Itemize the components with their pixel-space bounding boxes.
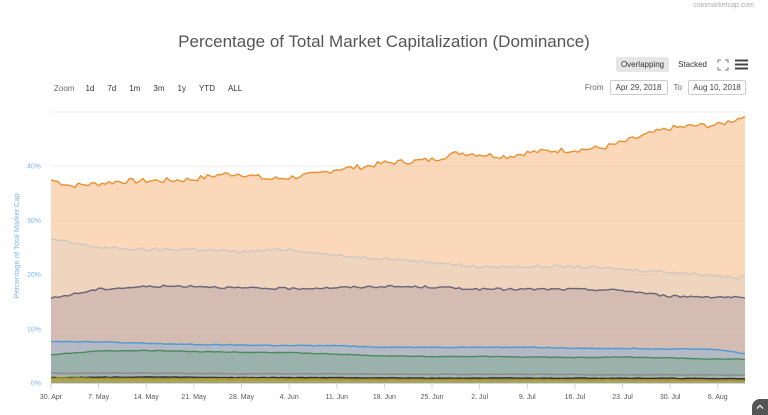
zoom-1m-button[interactable]: 1m	[129, 84, 141, 93]
bitcoin-cash-line[interactable]	[50, 340, 746, 355]
cardano-line[interactable]	[50, 377, 746, 382]
from-date-input[interactable]	[609, 80, 668, 95]
fullscreen-icon[interactable]	[716, 58, 730, 72]
source-credit[interactable]: coinmarketcap.com	[693, 2, 754, 9]
x-tick-label: 4. Jun	[280, 394, 299, 401]
x-tick-label: 21. May	[181, 394, 206, 401]
x-tick-label: 9. Jul	[519, 394, 536, 401]
bitcoin-area[interactable]	[51, 116, 745, 384]
bitcoin-line[interactable]	[50, 115, 746, 189]
x-tick-label: 2. Jul	[471, 394, 488, 401]
x-tick-label: 25. Jun	[421, 394, 444, 401]
x-tick-label: 23. Jul	[612, 394, 633, 401]
zoom-1d-button[interactable]: 1d	[85, 84, 95, 93]
zoom-label: Zoom	[54, 84, 75, 93]
to-label: To	[673, 83, 682, 92]
menu-icon[interactable]	[734, 58, 748, 72]
zoom-all-button[interactable]: ALL	[227, 84, 243, 93]
ripple-area[interactable]	[51, 285, 745, 383]
scroll-to-top-button[interactable]	[752, 399, 768, 415]
chevron-up-icon	[756, 404, 764, 409]
x-tick-label: 14. May	[134, 394, 159, 401]
y-tick-label: 0%	[31, 381, 41, 388]
x-tick-label: 6. Aug	[708, 394, 728, 401]
zoom-1y-button[interactable]: 1y	[177, 84, 186, 93]
ethereum-line[interactable]	[50, 238, 746, 280]
zoom-ytd-button[interactable]: YTD	[198, 84, 215, 93]
from-label: From	[584, 83, 604, 92]
zoom-7d-button[interactable]: 7d	[107, 84, 117, 93]
y-tick-label: 40%	[27, 164, 41, 171]
overlapping-button[interactable]: Overlapping	[615, 57, 670, 72]
y-tick-label: 10%	[27, 326, 41, 333]
x-tick-label: 7. May	[88, 394, 110, 401]
litecoin-line[interactable]	[50, 372, 746, 377]
zoom-3m-button[interactable]: 3m	[153, 84, 165, 93]
to-date-input[interactable]	[688, 80, 746, 95]
y-axis-label: Percentage of Total Market Cap	[12, 193, 21, 298]
x-tick-label: 18. Jun	[373, 394, 396, 401]
x-tick-label: 16. Jul	[565, 394, 586, 401]
view-mode-controls: Overlapping Stacked	[615, 57, 748, 72]
zoom-controls: Zoom 1d 7d 1m 3m 1y YTD ALL	[54, 82, 247, 95]
series-areas	[50, 115, 746, 384]
stacked-button[interactable]: Stacked	[678, 60, 707, 69]
x-tick-label: 11. Jun	[326, 394, 349, 401]
date-range-controls: From To	[585, 80, 746, 95]
x-tick-label: 30. Apr	[40, 394, 63, 401]
stellar-line[interactable]	[50, 376, 746, 380]
ethereum-area[interactable]	[51, 239, 745, 383]
x-tick-label: 30. Jul	[660, 394, 681, 401]
y-tick-label: 30%	[27, 218, 41, 225]
chart-title: Percentage of Total Market Capitalizatio…	[178, 32, 590, 51]
ripple-line[interactable]	[50, 284, 746, 300]
eos-line[interactable]	[50, 349, 746, 361]
x-tick-label: 28. May	[229, 394, 254, 401]
axes: 0% 10% 20% 30% 40% 30. Apr 7. May 14. May 21. Ma…	[27, 164, 745, 401]
y-tick-label: 20%	[27, 272, 41, 279]
